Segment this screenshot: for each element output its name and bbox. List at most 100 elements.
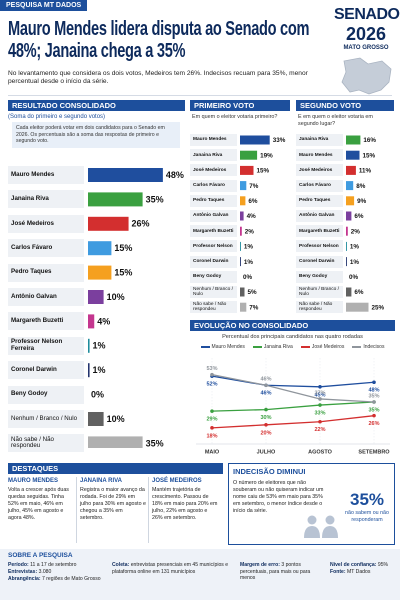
about-item: Coleta: entrevistas presenciais em 45 mu… bbox=[112, 562, 234, 575]
bar bbox=[346, 196, 355, 206]
value-label: 15% bbox=[257, 168, 270, 175]
bar bbox=[346, 150, 360, 160]
bar bbox=[88, 363, 90, 378]
about-label: Nível de confiança: bbox=[330, 562, 377, 568]
bar bbox=[88, 338, 90, 353]
point bbox=[318, 385, 322, 389]
badge-region: MATO GROSSO bbox=[343, 45, 389, 51]
point bbox=[210, 409, 214, 413]
about-item: Margem de erro: 3 pontos percentuais, pa… bbox=[240, 562, 324, 582]
about-item: Período: 11 a 17 de setembro bbox=[8, 562, 106, 569]
bar bbox=[346, 257, 347, 267]
highlight-text: Registra o maior avanço da rodada. Foi d… bbox=[80, 487, 146, 521]
series-line bbox=[211, 375, 375, 388]
category-label: Não sabe / Não respondeu bbox=[296, 301, 343, 314]
section-title: DESTAQUES bbox=[8, 463, 223, 474]
category-label: José Medeiros bbox=[296, 164, 343, 177]
bar-chart: 48% 35% 26% 15% 15% 10% 4% 1% 1% 0% 10% 35% bbox=[88, 168, 184, 448]
series-line bbox=[211, 401, 375, 412]
category-label: Margareth Buzetti bbox=[296, 225, 343, 238]
value-label: 6% bbox=[354, 213, 364, 220]
value-label: 26% bbox=[368, 421, 379, 427]
category-label: Antônio Galvan bbox=[190, 210, 237, 222]
value-label: 4% bbox=[247, 213, 257, 220]
value-label: 6% bbox=[248, 198, 258, 205]
about-value: 11 a 17 de setembro bbox=[30, 562, 77, 568]
value-label: 4% bbox=[97, 316, 110, 326]
highlight-text: Volta a crescer após duas quedas seguida… bbox=[8, 487, 69, 521]
point bbox=[372, 413, 376, 418]
highlight-name: MAURO MENDES bbox=[8, 478, 59, 484]
value-label: 1% bbox=[350, 244, 360, 251]
bar bbox=[240, 181, 247, 191]
value-label: 30% bbox=[260, 415, 271, 421]
map-shape bbox=[341, 57, 392, 95]
section-title: PRIMEIRO VOTO bbox=[190, 100, 290, 111]
bar-chart: 33% 19% 15% 7% 6% 4% 2% 1% 1% 0% 5% 7% bbox=[240, 135, 286, 312]
series-line bbox=[211, 374, 375, 403]
category-label: Carlos Fávaro bbox=[8, 239, 84, 258]
value-label: 5% bbox=[248, 289, 258, 296]
category-label: Janaina Riva bbox=[296, 134, 343, 146]
category-label: Nenhum / Branco / Nulo bbox=[8, 410, 84, 428]
indecision-box bbox=[228, 463, 395, 545]
about-value: 3 pontos percentuais, para mais ou para … bbox=[240, 562, 311, 582]
legend-swatch bbox=[200, 346, 210, 348]
value-label: 22% bbox=[314, 427, 325, 433]
value-label: 18% bbox=[206, 433, 217, 439]
value-label: 1% bbox=[350, 259, 360, 266]
about-label: Coleta: bbox=[112, 562, 130, 568]
category-label: Mauro Mendes bbox=[296, 149, 343, 162]
category-label: Mauro Mendes bbox=[8, 166, 84, 184]
highlight-name: JOSÉ MEDEIROS bbox=[152, 478, 202, 484]
value-label: 7% bbox=[249, 304, 259, 311]
legend-item: Mauro Mendes bbox=[200, 344, 245, 350]
value-label: 11% bbox=[359, 168, 372, 175]
value-label: 6% bbox=[354, 289, 364, 296]
category-label: Antônio Galvan bbox=[296, 210, 343, 222]
bar bbox=[346, 211, 352, 221]
value-label: 33% bbox=[314, 410, 325, 416]
bar bbox=[88, 290, 104, 304]
category-label: Pedro Taques bbox=[296, 194, 343, 207]
category-label: Professor Nelson bbox=[190, 240, 237, 253]
value-label: 15% bbox=[114, 243, 132, 253]
bar bbox=[88, 216, 129, 231]
category-label: Pedro Taques bbox=[190, 194, 237, 207]
value-label: 0% bbox=[243, 274, 253, 281]
person-body bbox=[304, 526, 320, 538]
category-label: José Medeiros bbox=[8, 214, 84, 233]
bar bbox=[240, 287, 245, 297]
category-label: Carlos Fávaro bbox=[190, 179, 237, 192]
value-label: 35% bbox=[146, 194, 164, 204]
bar bbox=[240, 165, 254, 175]
about-value: 95% bbox=[377, 562, 389, 568]
point bbox=[264, 407, 268, 412]
subtitle: E em quem o eleitor votaria em segundo l… bbox=[298, 114, 373, 127]
category-label: Margareth Buzetti bbox=[8, 312, 84, 331]
category-label: Beny Godoy bbox=[190, 270, 237, 283]
legend: Mauro Mendes Janaina Riva José Medeiros Ind… bbox=[190, 344, 395, 350]
value-label: 10% bbox=[107, 292, 125, 302]
subtitle: Percentual dos principais candidatos nas… bbox=[222, 334, 363, 340]
bar bbox=[240, 226, 242, 236]
value-label: 29% bbox=[206, 417, 217, 423]
legend-swatch bbox=[252, 346, 262, 348]
section-title: EVOLUÇÃO NO CONSOLIDADO bbox=[190, 320, 395, 331]
value-label: 7% bbox=[249, 183, 259, 190]
category-label: Janaina Riva bbox=[8, 190, 84, 209]
about-item: Entrevistas: 3.080 bbox=[8, 569, 106, 576]
about-item: Abrangência: 7 regiões de Mato Grosso bbox=[8, 576, 106, 583]
x-tick-label: JULHO bbox=[257, 449, 276, 455]
value-label: 8% bbox=[356, 183, 366, 190]
category-label: Coronel Darwin bbox=[8, 361, 84, 380]
point bbox=[210, 426, 214, 430]
about-value: 3.080 bbox=[38, 569, 52, 575]
bar bbox=[240, 150, 258, 160]
bar bbox=[88, 265, 112, 280]
value-label: 1% bbox=[244, 259, 254, 266]
category-label: Professor Nelson bbox=[296, 240, 343, 253]
highlight-name: JANAINA RIVA bbox=[80, 478, 123, 484]
about-item: Nível de confiança: 95% bbox=[330, 562, 396, 569]
